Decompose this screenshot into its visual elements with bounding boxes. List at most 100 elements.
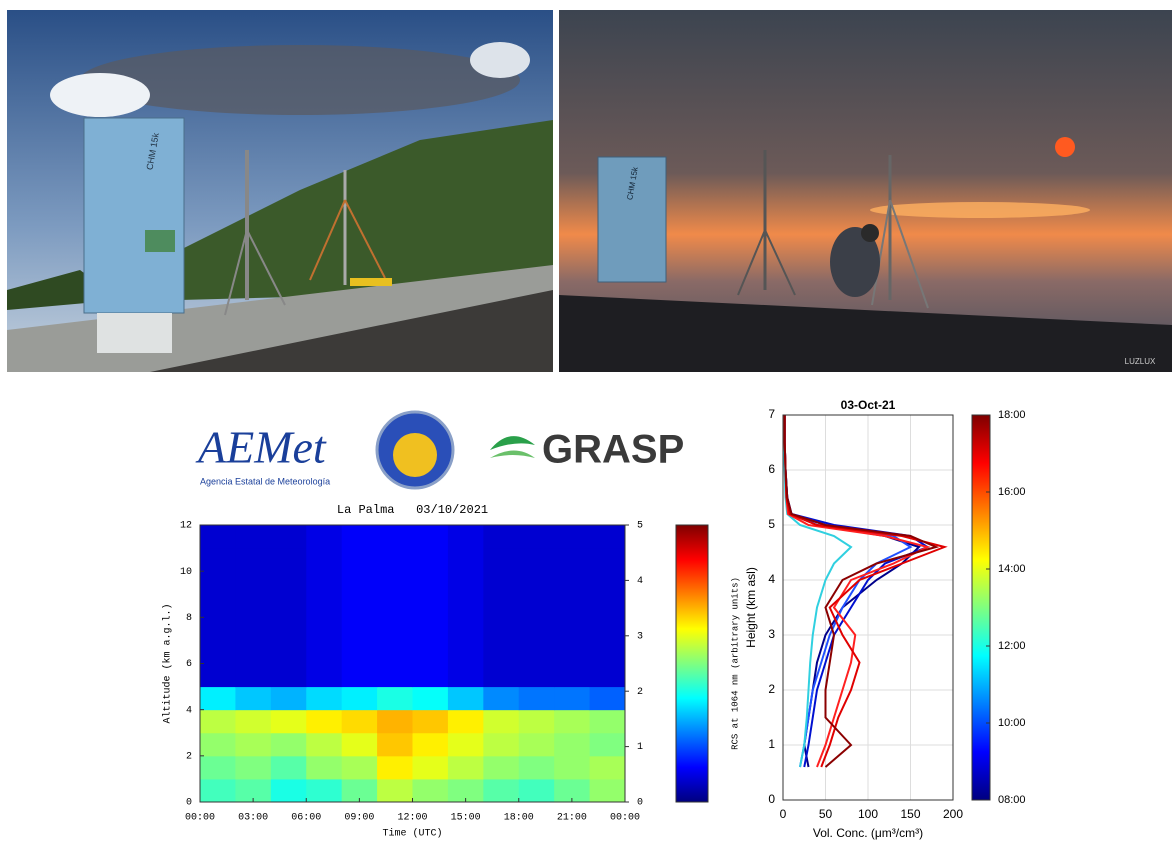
x-tick-label: 200 xyxy=(943,807,963,821)
heatmap-cell xyxy=(483,709,520,734)
heatmap-cell xyxy=(200,548,236,572)
heatmap-cell xyxy=(270,571,307,595)
heatmap-cell xyxy=(341,640,378,664)
heatmap-cell xyxy=(589,755,626,780)
profile-line xyxy=(783,415,940,768)
x-tick-label: 00:00 xyxy=(185,813,215,824)
y-tick-label: 2 xyxy=(186,751,192,762)
photo-left: CHM 15k xyxy=(7,10,553,372)
heatmap-cell xyxy=(447,709,484,734)
heatmap-cell xyxy=(235,709,272,734)
heatmap-cell xyxy=(306,640,343,664)
x-tick-label: 50 xyxy=(819,807,833,821)
heatmap-cell xyxy=(412,571,449,595)
x-tick-label: 0 xyxy=(780,807,787,821)
heatmap-cell xyxy=(306,525,343,549)
heatmap-cell xyxy=(306,755,343,780)
x-tick-label: 18:00 xyxy=(504,813,534,824)
heatmap-cell xyxy=(447,548,484,572)
heatmap-cell xyxy=(483,732,520,757)
heatmap-cell xyxy=(589,640,626,664)
y-axis-label: Altitude (km a.g.l.) xyxy=(162,603,174,723)
heatmap-cell xyxy=(518,709,555,734)
heatmap-cell xyxy=(341,686,378,711)
heatmap-cell xyxy=(341,663,378,688)
heatmap-cell xyxy=(235,525,272,549)
x-tick-label: 00:00 xyxy=(610,813,640,824)
heatmap-cell xyxy=(341,548,378,572)
x-tick-label: 06:00 xyxy=(291,813,321,824)
heatmap-cell xyxy=(200,640,236,664)
heatmap-cell xyxy=(589,732,626,757)
heatmap-cell xyxy=(412,617,449,641)
heatmap-cell xyxy=(235,548,272,572)
heatmap-cell xyxy=(554,571,591,595)
heatmap-cell xyxy=(554,709,591,734)
heatmap-cell xyxy=(447,663,484,688)
heatmap-cell xyxy=(589,525,626,549)
heatmap-cell xyxy=(554,778,591,803)
heatmap-cell xyxy=(412,709,449,734)
y-tick-label: 0 xyxy=(186,798,192,809)
heatmap-cell xyxy=(200,778,236,803)
heatmap-cell xyxy=(483,663,520,688)
watermark: LUZLUX xyxy=(1125,357,1156,366)
heatmap-cell xyxy=(554,640,591,664)
heatmap-cell xyxy=(200,525,236,549)
heatmap-cell xyxy=(306,548,343,572)
heatmap-cell xyxy=(200,617,236,641)
heatmap-cell xyxy=(377,686,413,711)
y-tick-label: 3 xyxy=(768,627,775,641)
y-tick-label: 7 xyxy=(768,407,775,421)
heatmap-cell xyxy=(235,571,272,595)
heatmap-cell xyxy=(341,709,378,734)
colorbar-tick-label: 4 xyxy=(637,576,643,587)
heatmap-cell xyxy=(200,709,236,734)
colorbar-tick-label: 3 xyxy=(637,631,643,642)
heatmap-cell xyxy=(412,548,449,572)
heatmap-cell xyxy=(377,732,413,757)
heatmap-cell xyxy=(518,525,555,549)
heatmap-cell xyxy=(270,709,307,734)
heatmap-cell xyxy=(554,594,591,618)
heatmap-cell xyxy=(412,686,449,711)
colorbar-tick-label: 5 xyxy=(637,521,643,532)
heatmap-cell xyxy=(341,755,378,780)
heatmap-cell xyxy=(412,640,449,664)
colorbar-label: RCS at 1064 nm (arbitrary units) xyxy=(730,577,740,750)
colorbar-tick-label: 18:00 xyxy=(998,409,1026,421)
heatmap-cell xyxy=(270,755,307,780)
x-tick-label: 12:00 xyxy=(397,813,427,824)
y-tick-label: 2 xyxy=(768,682,775,696)
heatmap-cell xyxy=(554,663,591,688)
heatmap-cell xyxy=(270,617,307,641)
heatmap-cell xyxy=(200,663,236,688)
heatmap-cell xyxy=(412,525,449,549)
heatmap-cell xyxy=(447,732,484,757)
heatmap-cell xyxy=(341,525,378,549)
heatmap-cell xyxy=(554,548,591,572)
heatmap-cell xyxy=(270,778,307,803)
x-tick-label: 09:00 xyxy=(344,813,374,824)
aemet-logo: AEMet xyxy=(195,422,327,473)
heatmap-cell xyxy=(447,778,484,803)
x-tick-label: 21:00 xyxy=(557,813,587,824)
heatmap-cell xyxy=(306,571,343,595)
heatmap-cell xyxy=(412,732,449,757)
y-tick-label: 4 xyxy=(768,572,775,586)
heatmap-cell xyxy=(412,663,449,688)
colorbar-tick-label: 14:00 xyxy=(998,563,1026,575)
heatmap-cell xyxy=(447,640,484,664)
heatmap-cell xyxy=(235,778,272,803)
y-tick-label: 8 xyxy=(186,613,192,624)
heatmap-cell xyxy=(518,732,555,757)
colorbar-tick-label: 1 xyxy=(637,742,643,753)
chart-title: La Palma 03/10/2021 xyxy=(337,503,488,517)
heatmap-cell xyxy=(447,525,484,549)
heatmap-cell xyxy=(377,755,413,780)
colorbar-tick-label: 16:00 xyxy=(998,486,1026,498)
heatmap-cell xyxy=(483,640,520,664)
x-tick-label: 150 xyxy=(900,807,920,821)
heatmap-cell xyxy=(306,594,343,618)
